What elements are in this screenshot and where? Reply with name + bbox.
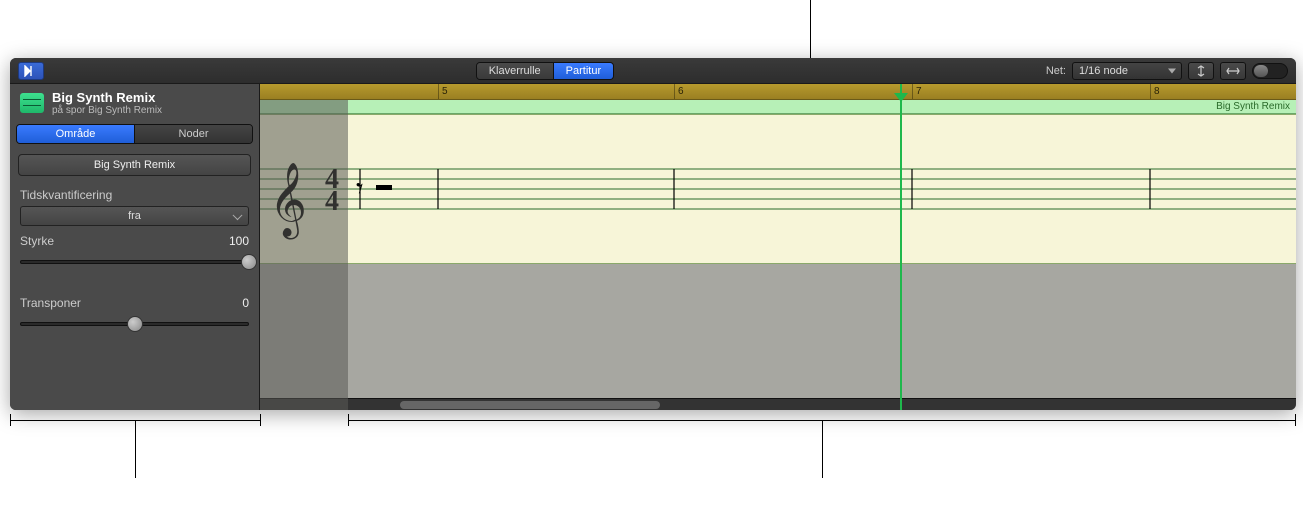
time-quantize-select[interactable]: fra — [20, 206, 249, 226]
callout-line-sidebar-tick-r — [260, 414, 261, 426]
catch-playhead-button[interactable] — [18, 62, 44, 80]
transpose-value: 0 — [242, 296, 249, 310]
transpose-slider[interactable] — [20, 316, 249, 332]
time-quantize-value: fra — [128, 210, 141, 222]
velocity-slider-track — [20, 260, 249, 264]
editor-toolbar: Klaverrulle Partitur Net: 1/16 node — [10, 58, 1296, 84]
callout-line-score-tick-l — [348, 414, 349, 426]
transpose-label: Transponer — [20, 296, 81, 310]
staff-notation: 𝄞44𝄾 — [260, 114, 1296, 264]
time-quantize-field: Tidskvantificering fra — [10, 184, 259, 230]
tab-notes[interactable]: Noder — [135, 125, 252, 143]
score-display[interactable]: 5 6 7 8 Big Synth Remix 𝄞44𝄾 — [260, 84, 1296, 410]
track-subtitle: på spor Big Synth Remix — [52, 105, 162, 116]
velocity-field: Styrke 100 — [10, 230, 259, 274]
score-editor-window: Klaverrulle Partitur Net: 1/16 node B — [10, 58, 1296, 410]
tab-region[interactable]: Område — [17, 125, 135, 143]
horizontal-autozoom-button[interactable] — [1220, 62, 1246, 80]
track-header: Big Synth Remix på spor Big Synth Remix — [10, 84, 259, 122]
velocity-label: Styrke — [20, 234, 54, 248]
inspector-panel: Big Synth Remix på spor Big Synth Remix … — [10, 84, 260, 410]
ruler-bar-6: 6 — [674, 84, 684, 99]
region-name-button[interactable]: Big Synth Remix — [18, 154, 251, 176]
horizontal-scrollbar[interactable] — [260, 398, 1296, 410]
callout-line-score-tick-r — [1295, 414, 1296, 426]
transpose-slider-thumb[interactable] — [127, 316, 143, 332]
time-quantize-label: Tidskvantificering — [20, 188, 249, 202]
inspector-tabs: Område Noder — [16, 124, 253, 144]
track-title: Big Synth Remix — [52, 90, 162, 105]
bar-ruler[interactable]: 5 6 7 8 — [260, 84, 1296, 100]
grid-value-text: 1/16 node — [1079, 65, 1128, 77]
playhead[interactable] — [900, 84, 902, 410]
velocity-value: 100 — [229, 234, 249, 248]
vertical-zoom-button[interactable] — [1188, 62, 1214, 80]
tab-piano-roll[interactable]: Klaverrulle — [477, 63, 554, 79]
track-instrument-icon — [20, 93, 44, 113]
grid-label: Net: — [1046, 65, 1066, 77]
velocity-slider-thumb[interactable] — [241, 254, 257, 270]
autozoom-toggle[interactable] — [1252, 63, 1288, 79]
callout-line-sidebar-v — [135, 420, 136, 478]
region-strip[interactable]: Big Synth Remix — [260, 100, 1296, 114]
predelay-dim — [260, 100, 348, 410]
callout-line-sidebar-tick-l — [10, 414, 11, 426]
tab-score[interactable]: Partitur — [554, 63, 613, 79]
callout-line-score-v — [822, 420, 823, 478]
ruler-bar-5: 5 — [438, 84, 448, 99]
horizontal-scrollbar-thumb[interactable] — [400, 401, 660, 409]
view-mode-segmented: Klaverrulle Partitur — [476, 62, 614, 80]
transpose-field: Transponer 0 — [10, 292, 259, 336]
svg-text:𝄾: 𝄾 — [356, 174, 363, 205]
velocity-slider[interactable] — [20, 254, 249, 270]
region-strip-label: Big Synth Remix — [1216, 100, 1290, 114]
callout-line-top — [810, 0, 811, 58]
ruler-bar-8: 8 — [1150, 84, 1160, 99]
ruler-bar-7: 7 — [912, 84, 922, 99]
grid-value-select[interactable]: 1/16 node — [1072, 62, 1182, 80]
